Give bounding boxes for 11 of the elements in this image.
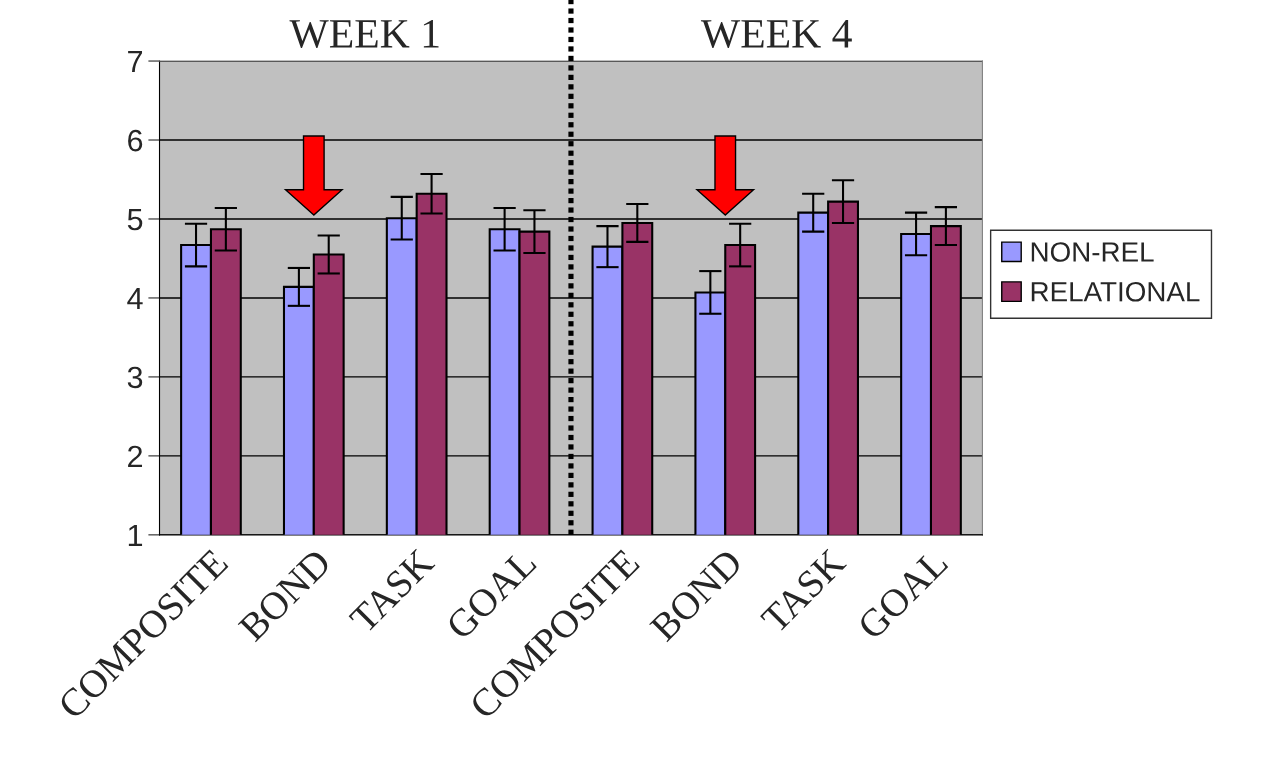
y-tick-label: 3 xyxy=(127,366,143,389)
legend-label: NON-REL xyxy=(1031,242,1154,262)
legend-label: RELATIONAL xyxy=(1031,281,1200,302)
y-tick-label: 6 xyxy=(128,129,143,152)
y-tick-label: 7 xyxy=(128,51,143,73)
y-tick-label: 4 xyxy=(127,288,143,310)
y-tick-label: 1 xyxy=(128,524,143,546)
y-tick-label: 5 xyxy=(127,209,143,231)
text: WEEK 4 xyxy=(700,20,852,49)
text: WEEK 1 xyxy=(289,19,439,49)
y-tick-label: 2 xyxy=(128,445,143,467)
